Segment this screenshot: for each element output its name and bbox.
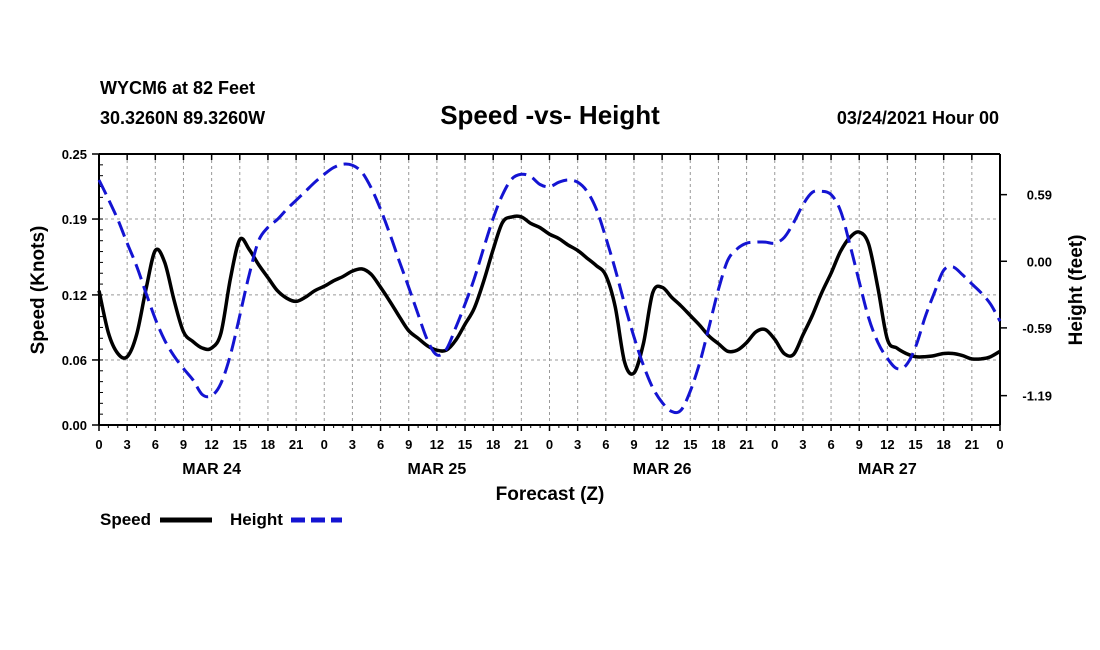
- x-tick-label: 3: [574, 437, 581, 452]
- y-tick-label: 0.00: [62, 418, 87, 433]
- x-tick-label: 21: [289, 437, 303, 452]
- y-tick-label: 0.06: [62, 353, 87, 368]
- legend-height-label: Height: [230, 510, 283, 529]
- coords-label: 30.3260N 89.3260W: [100, 108, 265, 128]
- y-tick-label: 0.19: [62, 212, 87, 227]
- x-tick-label: 15: [683, 437, 697, 452]
- y2-tick-label: 0.00: [1027, 254, 1052, 269]
- x-tick-label: 21: [739, 437, 753, 452]
- x-tick-label: 18: [261, 437, 275, 452]
- x-tick-label: 15: [233, 437, 247, 452]
- x-tick-label: 6: [827, 437, 834, 452]
- x-tick-label: 18: [936, 437, 950, 452]
- y-tick-label: 0.25: [62, 147, 87, 162]
- date-label: MAR 26: [633, 461, 692, 478]
- date-label: MAR 25: [408, 461, 467, 478]
- legend: Speed Height: [100, 510, 342, 529]
- datetime-label: 03/24/2021 Hour 00: [837, 108, 999, 128]
- x-tick-label: 18: [711, 437, 725, 452]
- y2-tick-label: -0.59: [1022, 321, 1052, 336]
- x-tick-label: 9: [405, 437, 412, 452]
- x-tick-label: 3: [799, 437, 806, 452]
- x-tick-label: 18: [486, 437, 500, 452]
- x-axis-title: Forecast (Z): [496, 484, 605, 505]
- x-tick-label: 0: [321, 437, 328, 452]
- x-tick-label: 12: [880, 437, 894, 452]
- x-tick-label: 6: [377, 437, 384, 452]
- x-tick-label: 12: [430, 437, 444, 452]
- date-label: MAR 24: [182, 461, 241, 478]
- x-tick-label: 21: [514, 437, 528, 452]
- x-tick-label: 12: [204, 437, 218, 452]
- x-tick-label: 3: [124, 437, 131, 452]
- y-tick-label: 0.12: [62, 288, 87, 303]
- x-tick-label: 0: [996, 437, 1003, 452]
- x-tick-label: 0: [546, 437, 553, 452]
- height-series-line: [97, 162, 1002, 415]
- x-tick-label: 21: [965, 437, 979, 452]
- x-tick-label: 0: [95, 437, 102, 452]
- x-tick-label: 0: [771, 437, 778, 452]
- x-tick-label: 6: [602, 437, 609, 452]
- legend-speed-label: Speed: [100, 510, 151, 529]
- x-tick-label: 3: [349, 437, 356, 452]
- x-tick-label: 12: [655, 437, 669, 452]
- x-tick-label: 6: [152, 437, 159, 452]
- chart-title: Speed -vs- Height: [440, 100, 660, 130]
- date-label: MAR 27: [858, 461, 917, 478]
- x-tick-label: 15: [458, 437, 472, 452]
- x-tick-label: 9: [630, 437, 637, 452]
- grid: [99, 154, 1000, 425]
- y-axis-title: Speed (Knots): [28, 226, 49, 355]
- y2-tick-label: -1.19: [1022, 389, 1052, 404]
- speed-series-line: [97, 214, 1001, 376]
- x-tick-label: 15: [908, 437, 922, 452]
- y2-tick-label: 0.59: [1027, 188, 1052, 203]
- y2-axis-title: Height (feet): [1066, 235, 1087, 346]
- axis-ticks: 0 3 6 9 12 15 18 21 0 3 6 9 12 15 18 21 0 3 6 9 12 15 18 21 0 3 6 9…: [62, 147, 1052, 478]
- x-tick-label: 9: [856, 437, 863, 452]
- series-group: [97, 162, 1002, 415]
- x-tick-label: 9: [180, 437, 187, 452]
- station-label: WYCM6 at 82 Feet: [100, 78, 255, 98]
